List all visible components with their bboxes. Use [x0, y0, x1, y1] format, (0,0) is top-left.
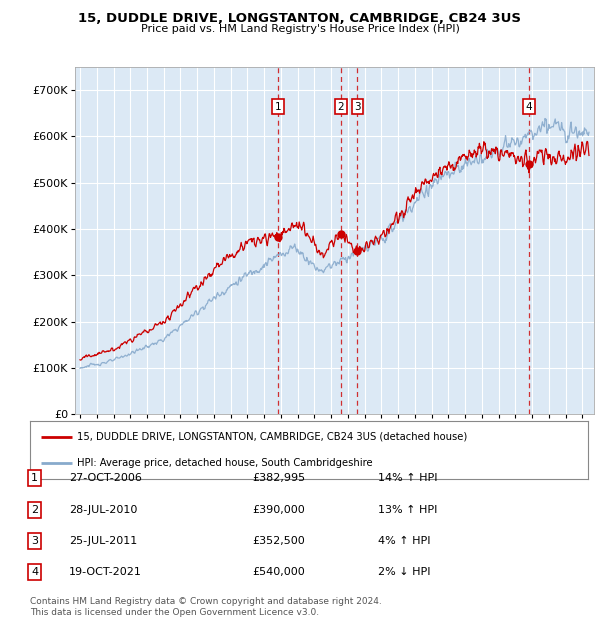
Text: 1: 1 — [275, 102, 281, 112]
Text: £352,500: £352,500 — [252, 536, 305, 546]
Text: 4: 4 — [526, 102, 532, 112]
Text: 15, DUDDLE DRIVE, LONGSTANTON, CAMBRIDGE, CB24 3US (detached house): 15, DUDDLE DRIVE, LONGSTANTON, CAMBRIDGE… — [77, 432, 467, 441]
Text: 2: 2 — [338, 102, 344, 112]
Text: 14% ↑ HPI: 14% ↑ HPI — [378, 473, 437, 483]
Text: £540,000: £540,000 — [252, 567, 305, 577]
Text: 2: 2 — [31, 505, 38, 515]
Text: HPI: Average price, detached house, South Cambridgeshire: HPI: Average price, detached house, Sout… — [77, 458, 373, 468]
Text: 4% ↑ HPI: 4% ↑ HPI — [378, 536, 431, 546]
Text: Contains HM Land Registry data © Crown copyright and database right 2024.
This d: Contains HM Land Registry data © Crown c… — [30, 598, 382, 617]
Text: 4: 4 — [31, 567, 38, 577]
Text: 3: 3 — [31, 536, 38, 546]
Text: 19-OCT-2021: 19-OCT-2021 — [69, 567, 142, 577]
Text: 1: 1 — [31, 473, 38, 483]
Text: 25-JUL-2011: 25-JUL-2011 — [69, 536, 137, 546]
Text: 3: 3 — [354, 102, 361, 112]
Text: £390,000: £390,000 — [252, 505, 305, 515]
Text: 13% ↑ HPI: 13% ↑ HPI — [378, 505, 437, 515]
Text: £382,995: £382,995 — [252, 473, 305, 483]
Text: Price paid vs. HM Land Registry's House Price Index (HPI): Price paid vs. HM Land Registry's House … — [140, 24, 460, 33]
Text: 2% ↓ HPI: 2% ↓ HPI — [378, 567, 431, 577]
Text: 28-JUL-2010: 28-JUL-2010 — [69, 505, 137, 515]
Text: 15, DUDDLE DRIVE, LONGSTANTON, CAMBRIDGE, CB24 3US: 15, DUDDLE DRIVE, LONGSTANTON, CAMBRIDGE… — [79, 12, 521, 25]
Text: 27-OCT-2006: 27-OCT-2006 — [69, 473, 142, 483]
